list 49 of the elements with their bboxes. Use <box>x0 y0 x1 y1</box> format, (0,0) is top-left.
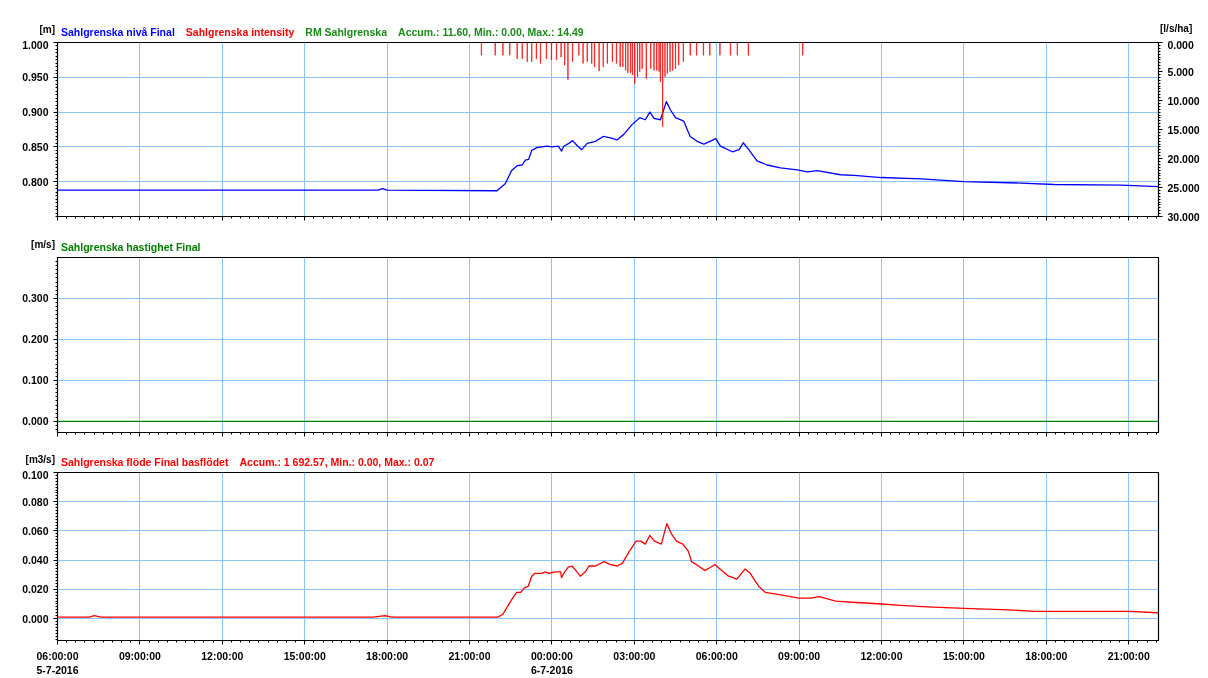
y-tick-label: 0.080 <box>22 495 49 508</box>
y-tick-label: 0.020 <box>22 583 49 596</box>
y-tick-label: 0.850 <box>22 140 49 153</box>
line-series <box>57 522 1159 618</box>
text: RM Sahlgrenska <box>305 25 388 40</box>
y2-tick-label: 5.000 <box>1167 65 1194 78</box>
text: Sahlgrenska intensity <box>185 25 295 40</box>
x-tick-label: 06:00:00 5-7-2016 <box>36 649 79 676</box>
text: Sahlgrenska nivå Final <box>61 25 175 40</box>
y-axis-title: [m] <box>39 23 55 35</box>
y2-tick-label: 25.000 <box>1167 181 1200 194</box>
x-tick-label: 12:00:00 <box>860 649 903 662</box>
y-tick-label: 0.100 <box>22 374 49 387</box>
y-tick-label: 0.200 <box>22 333 49 346</box>
y-tick-label: 0.300 <box>22 292 49 305</box>
x-tick-label: 09:00:00 <box>778 649 821 662</box>
y-tick-label: 0.000 <box>22 612 49 625</box>
text: Accum.: 1 692.57, Min.: 0.00, Max.: 0.07 <box>239 455 435 470</box>
text: Accum.: 11.60, Min.: 0.00, Max.: 14.49 <box>398 25 584 40</box>
x-tick-label: 18:00:00 <box>1025 649 1068 662</box>
x-tick-label: 06:00:00 <box>695 649 738 662</box>
y-tick-label: 0.060 <box>22 524 49 537</box>
y-tick-label: 0.000 <box>22 415 49 428</box>
y-tick-label: 0.800 <box>22 175 49 188</box>
y2-tick-label: 15.000 <box>1167 123 1200 136</box>
y-tick-label: 0.900 <box>22 106 49 119</box>
x-tick-label: 21:00:00 <box>1107 649 1150 662</box>
y-tick-label: 0.100 <box>22 468 49 481</box>
x-tick-label: 03:00:00 <box>613 649 656 662</box>
x-tick-label: 12:00:00 <box>201 649 244 662</box>
y-tick-label: 1.000 <box>22 38 49 51</box>
y2-tick-label: 20.000 <box>1167 152 1200 165</box>
y2-tick-label: 10.000 <box>1167 94 1200 107</box>
x-tick-label: 00:00:00 6-7-2016 <box>530 649 574 676</box>
x-tick-label: 15:00:00 <box>942 649 986 662</box>
y-axis-title: [m3/s] <box>25 453 55 465</box>
x-tick-label: 21:00:00 <box>448 649 491 662</box>
y-axis-title: [m/s] <box>31 238 55 250</box>
y-tick-label: 0.950 <box>22 71 49 84</box>
y-tick-label: 0.040 <box>22 554 49 567</box>
y2-tick-label: 0.000 <box>1167 38 1194 51</box>
y2-tick-label: 30.000 <box>1167 210 1200 223</box>
x-tick-label: 15:00:00 <box>283 649 326 662</box>
y2-axis-title: [l/s/ha] <box>1160 22 1193 34</box>
text: Sahlgrenska hastighet Final <box>61 240 201 255</box>
line-series <box>57 101 1159 192</box>
text: Sahlgrenska flöde Final basflödet <box>61 455 229 470</box>
x-tick-label: 09:00:00 <box>118 649 162 662</box>
x-tick-label: 18:00:00 <box>366 649 409 662</box>
